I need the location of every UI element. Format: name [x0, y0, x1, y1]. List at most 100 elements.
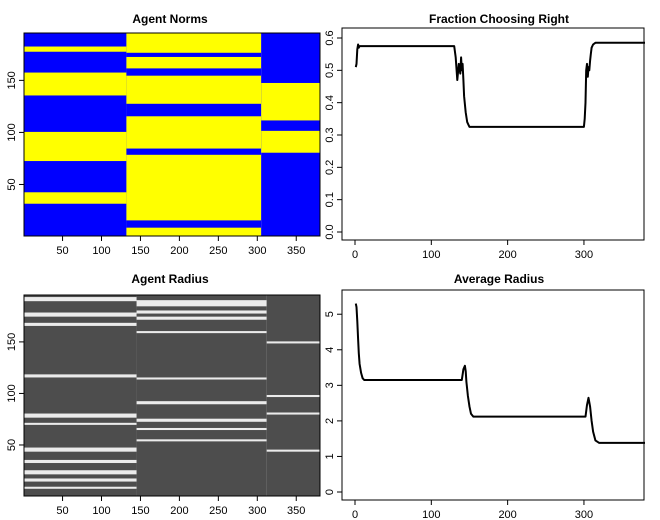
heatmap-band-1-1	[24, 46, 127, 52]
agent-norms-title: Agent Norms	[132, 12, 208, 26]
average-radius-panel: Average Radius 0 100 200 300 0 1 2 3 4 5	[324, 272, 645, 520]
y-tick-label: 0.0	[324, 224, 336, 239]
heatmap-band-2-1	[136, 300, 267, 307]
heatmap-band-1-8	[24, 459, 137, 464]
average-radius-x-axis: 0 100 200 300	[352, 500, 593, 520]
heatmap-band-2-5	[136, 377, 267, 380]
heatmap-band-1-2	[24, 312, 137, 317]
agent-radius-title: Agent Radius	[131, 272, 209, 286]
heatmap-band-3-4	[266, 449, 320, 452]
heatmap-band-2-9	[136, 439, 267, 442]
x-tick-label: 0	[352, 249, 358, 261]
x-tick-label: 300	[575, 509, 593, 520]
agent-norms-panel: Agent Norms 50 100 150 200 250 300 350 50 100 15…	[6, 12, 321, 257]
y-tick-label: 3	[324, 382, 336, 388]
x-tick-label: 100	[92, 245, 110, 257]
heatmap-band-2-6	[126, 227, 262, 236]
plot-frame	[23, 32, 321, 237]
agent-norms-y-axis: 50 100 150	[6, 71, 24, 191]
plot-frame	[341, 289, 645, 501]
agent-norms-x-axis: 50 100 150 200 250 300 350	[56, 236, 305, 257]
y-tick-label: 0.6	[324, 30, 336, 45]
x-tick-label: 50	[56, 245, 68, 257]
agent-radius-x-axis: 50 100 150 200 250 300 350	[56, 496, 305, 517]
heatmap-band-3-2	[261, 130, 320, 153]
y-tick-label: 0.4	[324, 95, 336, 110]
x-tick-label: 100	[92, 505, 110, 517]
x-tick-label: 300	[248, 505, 266, 517]
heatmap-band-1-2	[24, 72, 127, 96]
x-tick-label: 100	[422, 509, 440, 520]
x-tick-label: 200	[498, 249, 516, 261]
agent-radius-y-axis: 50 100 150	[6, 333, 24, 451]
x-tick-label: 0	[352, 509, 358, 520]
heatmap-band-3-3	[266, 412, 320, 415]
x-tick-label: 250	[209, 505, 227, 517]
x-tick-label: 200	[170, 505, 188, 517]
x-tick-label: 300	[248, 245, 266, 257]
heatmap-band-1-1	[24, 297, 137, 302]
heatmap-band-2-5	[126, 154, 262, 221]
fraction-right-panel: Fraction Choosing Right 0 100 200 300 0.00.…	[324, 12, 645, 261]
heatmap-phase-2-background	[136, 295, 267, 496]
y-tick-label: 150	[6, 333, 18, 351]
y-tick-label: 0.1	[324, 192, 336, 207]
x-tick-label: 250	[209, 245, 227, 257]
heatmap-band-1-7	[24, 447, 137, 452]
y-tick-label: 1	[324, 453, 336, 459]
x-tick-label: 100	[422, 249, 440, 261]
heatmap-band-1-11	[24, 486, 137, 489]
heatmap-band-3-2	[266, 394, 320, 398]
heatmap-band-1-6	[24, 422, 137, 425]
x-tick-label: 350	[287, 505, 305, 517]
y-tick-label: 100	[6, 384, 18, 402]
heatmap-band-3-1	[261, 82, 320, 121]
average-radius-plot	[354, 303, 645, 444]
heatmap-band-1-3	[24, 131, 127, 162]
heatmap-band-2-1	[126, 33, 262, 53]
heatmap-band-1-4	[24, 374, 137, 378]
heatmap-band-2-4	[136, 331, 267, 334]
y-tick-label: 150	[6, 71, 18, 89]
y-tick-label: 5	[324, 311, 336, 317]
plot-frame	[341, 27, 645, 241]
agent-norms-heatmap	[24, 33, 320, 236]
y-tick-label: 50	[6, 178, 18, 190]
heatmap-band-1-5	[24, 413, 137, 418]
plot-frame	[23, 294, 321, 497]
heatmap-band-2-2	[126, 56, 262, 69]
heatmap-band-1-3	[24, 322, 137, 326]
heatmap-band-3-1	[266, 341, 320, 344]
fraction-right-plot	[354, 41, 645, 128]
heatmap-band-2-3	[136, 316, 267, 320]
y-tick-label: 0	[324, 489, 336, 495]
average-radius-title: Average Radius	[454, 272, 545, 286]
x-tick-label: 150	[131, 245, 149, 257]
heatmap-band-2-7	[136, 418, 267, 422]
heatmap-band-1-9	[24, 470, 137, 475]
x-tick-label: 200	[170, 245, 188, 257]
y-tick-label: 4	[324, 347, 336, 353]
average-radius-y-axis: 0 1 2 3 4 5	[324, 311, 342, 495]
y-tick-label: 0.2	[324, 160, 336, 175]
heatmap-band-2-8	[136, 427, 267, 431]
y-tick-label: 100	[6, 123, 18, 141]
heatmap-band-2-6	[136, 401, 267, 405]
y-tick-label: 0.5	[324, 63, 336, 78]
fraction-right-title: Fraction Choosing Right	[429, 12, 569, 26]
agent-radius-panel: Agent Radius 50 100 150 200 250 300 350 50 100 1…	[6, 272, 321, 517]
x-tick-label: 200	[498, 509, 516, 520]
y-tick-label: 2	[324, 418, 336, 424]
x-tick-label: 50	[56, 505, 68, 517]
heatmap-band-2-4	[126, 116, 262, 149]
fraction-right-x-axis: 0 100 200 300	[352, 240, 593, 261]
fraction-right-y-axis: 0.0 0.1 0.2 0.3 0.4 0.5 0.6	[324, 30, 342, 240]
series-line	[354, 303, 645, 444]
heatmap-band-2-2	[136, 310, 267, 314]
series-line	[354, 41, 645, 128]
heatmap-band-1-4	[24, 192, 127, 204]
y-tick-label: 50	[6, 439, 18, 451]
heatmap-band-2-3	[126, 75, 262, 104]
agent-radius-heatmap	[24, 295, 320, 496]
